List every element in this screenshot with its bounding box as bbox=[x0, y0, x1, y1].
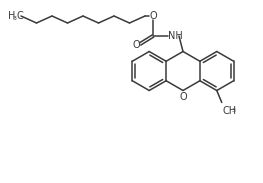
Text: O: O bbox=[149, 11, 157, 21]
Text: O: O bbox=[179, 92, 187, 102]
Text: NH: NH bbox=[168, 31, 182, 41]
Text: 3: 3 bbox=[232, 108, 236, 113]
Text: H: H bbox=[8, 11, 15, 21]
Text: C: C bbox=[17, 11, 23, 21]
Text: 3: 3 bbox=[13, 16, 17, 20]
Text: CH: CH bbox=[223, 107, 237, 117]
Text: O: O bbox=[132, 40, 140, 50]
